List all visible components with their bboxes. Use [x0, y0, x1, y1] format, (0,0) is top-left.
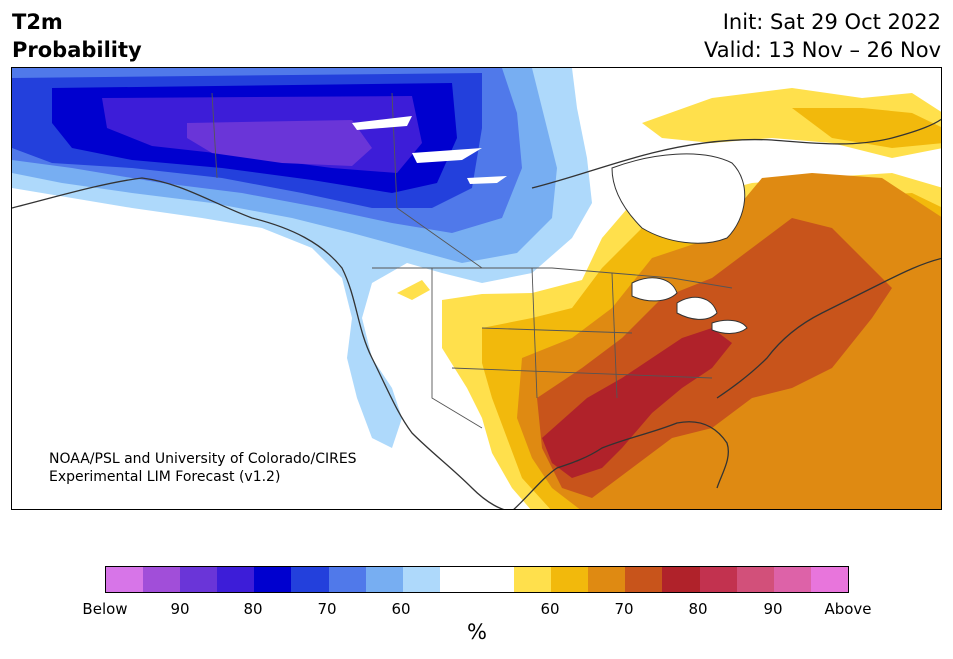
- colorbar-tick-label: 90: [170, 600, 190, 618]
- colorbar-tick-label: 70: [614, 600, 634, 618]
- colorbar-tick-label: 60: [540, 600, 560, 618]
- colorbar-swatch-below-6: [328, 567, 366, 592]
- colorbar-swatch-below-1: [143, 567, 181, 592]
- date-block: Init: Sat 29 Oct 2022 Valid: 13 Nov – 26…: [704, 8, 941, 64]
- above-80-region: [542, 328, 732, 478]
- northern-lakes: [352, 116, 507, 184]
- colorbar-tick-label: 90: [763, 600, 783, 618]
- title-block: T2m Probability: [12, 8, 142, 64]
- colorbar-tick-label: 60: [391, 600, 411, 618]
- colorbar-swatch-below-7: [365, 567, 403, 592]
- colorbar-swatch-above-0: [514, 567, 552, 592]
- valid-range: Valid: 13 Nov – 26 Nov: [704, 38, 941, 62]
- colorbar: [105, 566, 849, 593]
- hudson-bay: [611, 153, 746, 244]
- colorbar-tick-label: 80: [243, 600, 263, 618]
- colorbar-swatch-below-8: [402, 567, 440, 592]
- colorbar-swatch-neutral: [439, 567, 515, 592]
- colorbar-swatch-below-3: [217, 567, 255, 592]
- colorbar-swatch-above-1: [551, 567, 589, 592]
- colorbar-swatch-above-5: [699, 567, 737, 592]
- colorbar-swatch-above-3: [625, 567, 663, 592]
- below-95-region: [187, 120, 372, 166]
- colorbar-swatch-below-5: [291, 567, 329, 592]
- coastlines: [12, 118, 941, 509]
- above-60-idaho: [397, 280, 430, 300]
- credit-line-2: Experimental LIM Forecast (v1.2): [49, 469, 281, 485]
- colorbar-swatch-above-6: [736, 567, 774, 592]
- colorbar-swatch-above-8: [810, 567, 848, 592]
- unit-label: %: [467, 620, 487, 644]
- colorbar-tick-label: 80: [688, 600, 708, 618]
- product-title: Probability: [12, 38, 142, 62]
- colorbar-swatch-above-2: [588, 567, 626, 592]
- init-date: Init: Sat 29 Oct 2022: [722, 10, 941, 34]
- colorbar-swatch-below-0: [106, 567, 144, 592]
- colorbar-swatch-above-7: [773, 567, 811, 592]
- map-canvas: [12, 68, 941, 509]
- colorbar-swatch-above-4: [662, 567, 700, 592]
- political-borders: [211, 92, 733, 429]
- colorbar-tick-label: Below: [82, 600, 128, 618]
- colorbar-tick-label: Above: [824, 600, 872, 618]
- colorbar-swatch-below-4: [254, 567, 292, 592]
- credit-text: NOAA/PSL and University of Colorado/CIRE…: [49, 450, 357, 486]
- colorbar-tick-label: 70: [317, 600, 337, 618]
- above-65-greenland: [792, 108, 941, 148]
- variable-title: T2m: [12, 10, 63, 34]
- forecast-map: [11, 67, 942, 510]
- credit-line-1: NOAA/PSL and University of Colorado/CIRE…: [49, 451, 357, 467]
- colorbar-swatch-below-2: [180, 567, 218, 592]
- great-lakes: [631, 277, 748, 334]
